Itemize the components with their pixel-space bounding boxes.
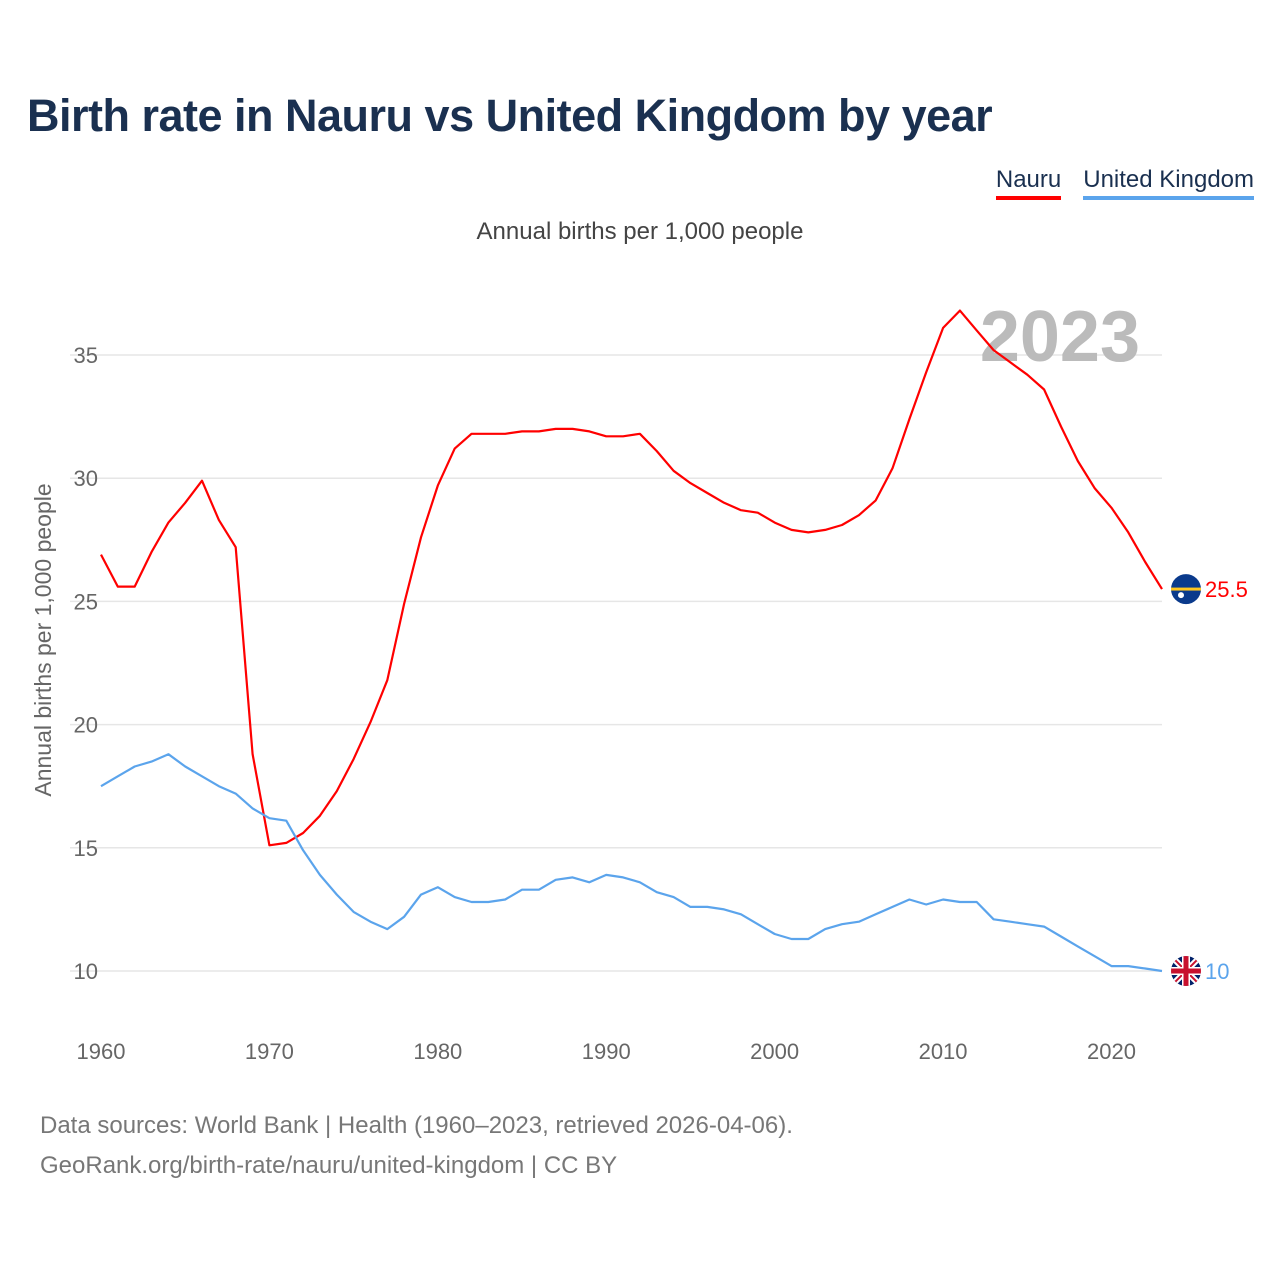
x-tick-label: 1980 — [413, 1039, 462, 1064]
legend-nauru[interactable]: Nauru — [995, 166, 1062, 200]
legend: Nauru United Kingdom — [995, 166, 1254, 200]
x-tick-label: 2020 — [1087, 1039, 1136, 1064]
x-tick-label: 1990 — [582, 1039, 631, 1064]
source-note: Data sources: World Bank | Health (1960–… — [40, 1106, 793, 1186]
y-tick-label: 25 — [74, 589, 98, 614]
nauru-flag-icon — [1171, 574, 1201, 605]
y-axis-label: Annual births per 1,000 people — [30, 483, 56, 796]
legend-united-kingdom[interactable]: United Kingdom — [1083, 166, 1254, 200]
y-tick-label: 15 — [74, 836, 98, 861]
x-tick-label: 1960 — [77, 1039, 126, 1064]
nauru-end-label: 25.5 — [1205, 577, 1248, 602]
uk-end-label: 10 — [1205, 959, 1229, 984]
y-tick-label: 30 — [74, 466, 98, 491]
chart-title: Birth rate in Nauru vs United Kingdom by… — [27, 90, 993, 141]
series-line-united-kingdom[interactable] — [100, 753, 1163, 973]
x-tick-label: 2010 — [919, 1039, 968, 1064]
year-label: 2023 — [980, 297, 1140, 377]
y-tick-label: 20 — [74, 713, 98, 738]
uk-flag-icon — [1171, 956, 1201, 986]
y-tick-label: 10 — [74, 959, 98, 984]
source-line-1: Data sources: World Bank | Health (1960–… — [40, 1112, 793, 1139]
y-tick-label: 35 — [74, 343, 98, 368]
source-line-2[interactable]: GeoRank.org/birth-rate/nauru/united-king… — [40, 1152, 618, 1179]
series-line-nauru[interactable] — [100, 309, 1163, 847]
chart-subtitle: Annual births per 1,000 people — [476, 218, 804, 245]
x-tick-label: 1970 — [245, 1039, 294, 1064]
x-tick-label: 2000 — [750, 1039, 799, 1064]
